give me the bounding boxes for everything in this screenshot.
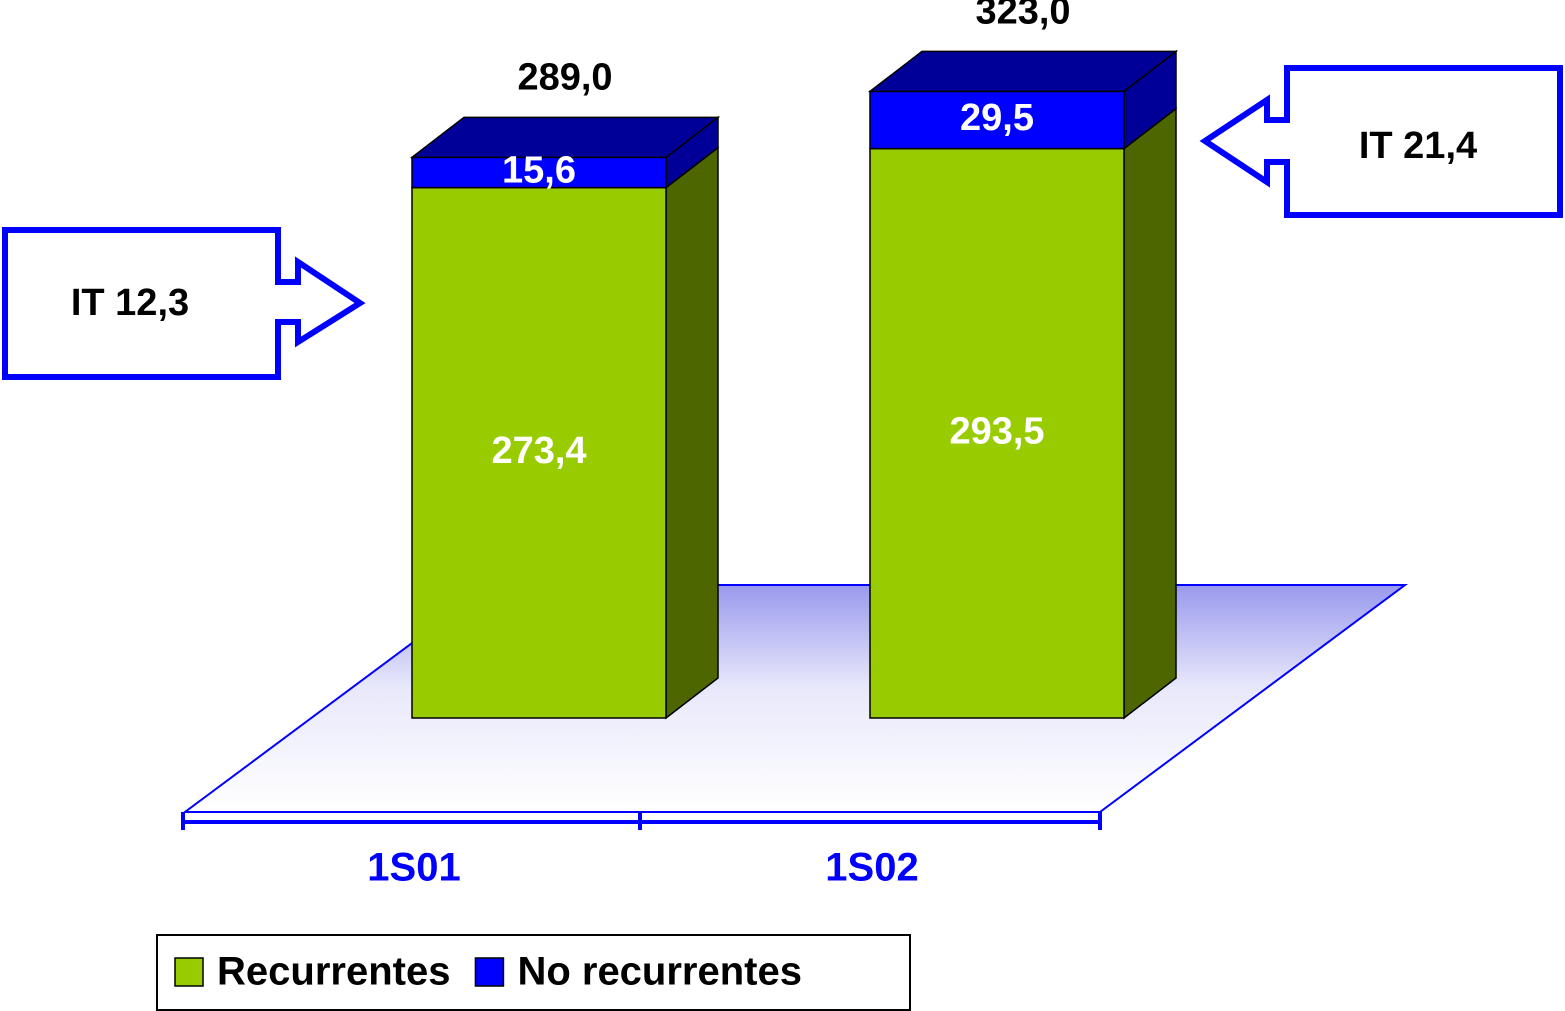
bar-top — [409, 116, 721, 159]
floor — [181, 584, 1409, 813]
legend-label: Recurrentes — [217, 950, 450, 994]
value-label: 29,5 — [960, 97, 1034, 139]
total-label: 289,0 — [517, 56, 612, 98]
legend-box — [156, 934, 911, 1011]
x-tick-label: 1S01 — [367, 846, 460, 890]
legend-label: No recurrentes — [517, 950, 802, 994]
total-label: 323,0 — [975, 0, 1070, 32]
callout-right: IT 21,4 — [1199, 65, 1563, 218]
annotation: IT 12,3 — [71, 282, 189, 324]
bar-top — [867, 50, 1179, 93]
value-label: 273,4 — [491, 430, 586, 472]
annotation: IT 21,4 — [1359, 125, 1477, 167]
bar-segment — [411, 186, 667, 719]
legend-swatch — [174, 957, 204, 987]
callout-left: IT 12,3 — [2, 227, 366, 380]
bar-side — [1123, 107, 1177, 720]
x-axis — [181, 812, 1102, 830]
bar-segment — [869, 90, 1125, 150]
bar-side — [665, 146, 719, 720]
value-label: 293,5 — [949, 410, 1044, 452]
x-tick-label: 1S02 — [825, 846, 918, 890]
value-label: 15,6 — [502, 150, 576, 192]
legend-swatch — [474, 957, 505, 987]
bar-segment — [869, 147, 1125, 719]
